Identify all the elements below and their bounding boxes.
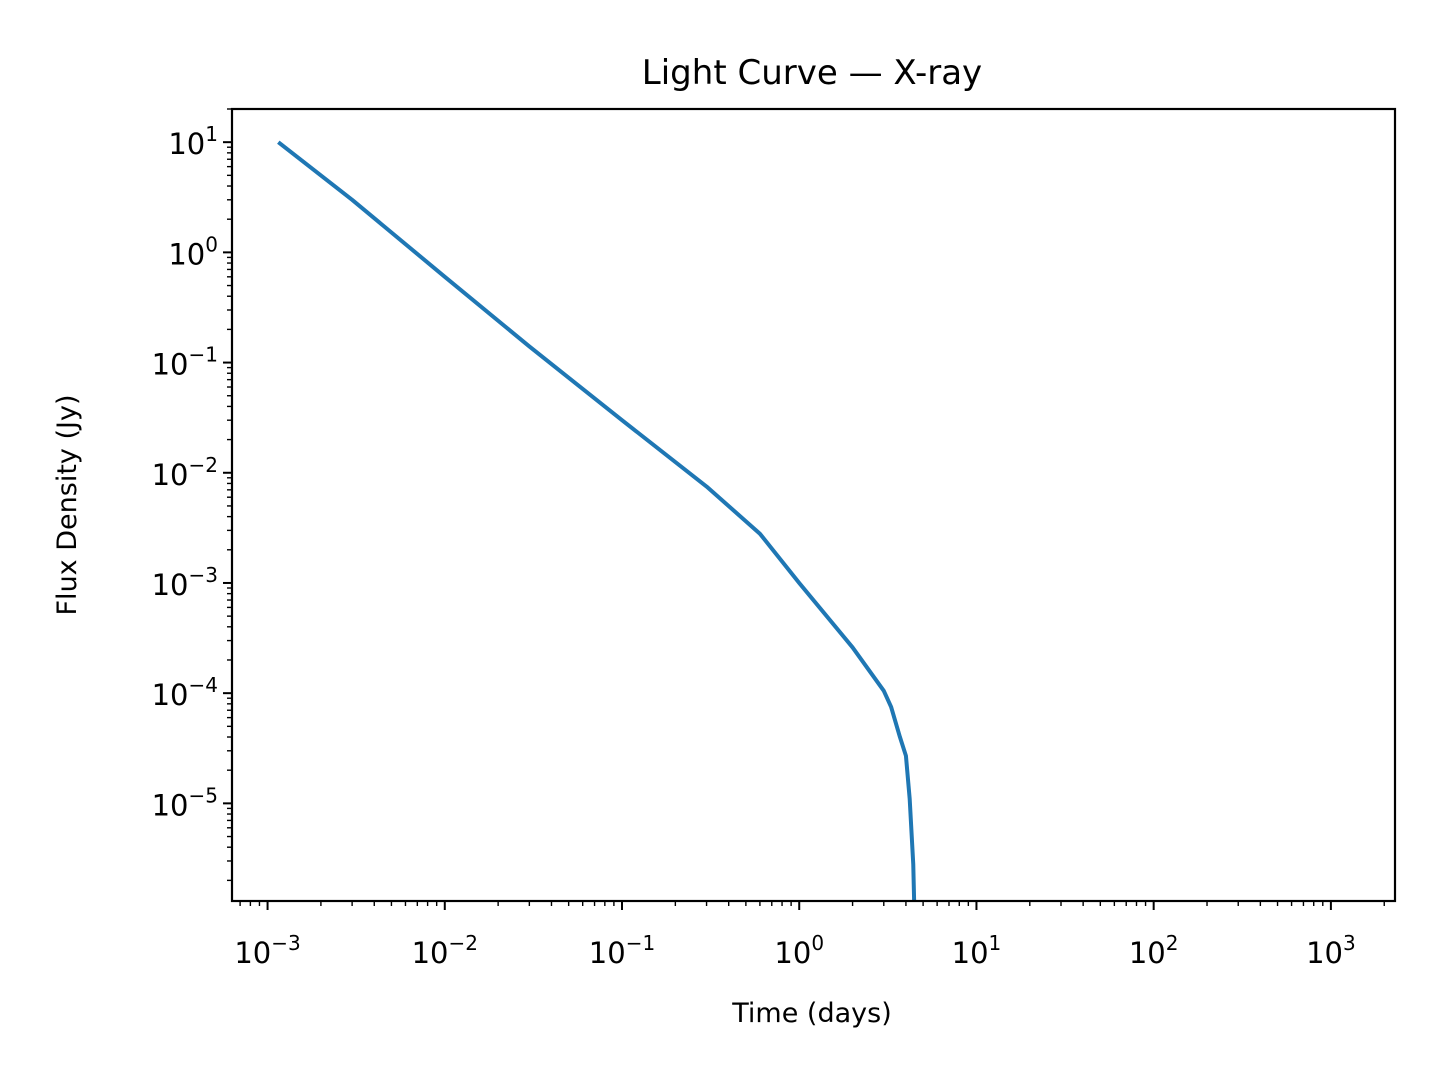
y-tick-label: 10−2 xyxy=(152,453,218,492)
x-tick-label: 100 xyxy=(774,931,824,970)
chart-title: Light Curve — X-ray xyxy=(642,53,982,93)
x-tick-label: 101 xyxy=(952,931,1002,970)
y-axis-ticks: 101 100 10−1 10−2 10−3 10−4 10−5 xyxy=(152,108,232,882)
x-tick-label: 102 xyxy=(1129,931,1179,970)
x-tick-label: 10−2 xyxy=(412,931,478,970)
y-tick-label: 10−4 xyxy=(152,673,218,712)
plot-frame xyxy=(230,107,1397,903)
x-axis-label: Time (days) xyxy=(731,998,891,1029)
y-tick-label: 10−3 xyxy=(152,563,218,602)
x-tick-label: 10−1 xyxy=(589,931,655,970)
y-tick-label: 100 xyxy=(168,232,218,271)
y-axis-label: Flux Density (Jy) xyxy=(52,395,83,616)
x-axis-ticks: 10−3 10−2 10−1 100 101 102 103 xyxy=(234,901,1385,970)
y-tick-label: 101 xyxy=(168,122,218,161)
y-tick-label: 10−5 xyxy=(152,783,218,822)
y-tick-label: 10−1 xyxy=(152,343,218,382)
x-tick-label: 103 xyxy=(1306,931,1356,970)
series-line xyxy=(277,140,917,902)
x-tick-label: 10−3 xyxy=(234,931,300,970)
